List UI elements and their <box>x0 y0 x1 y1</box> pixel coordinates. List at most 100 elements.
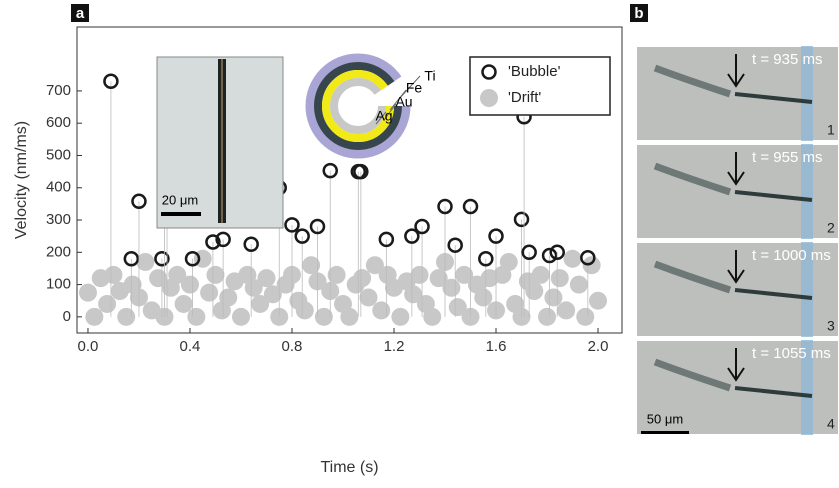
drift-point <box>327 265 346 284</box>
plot-frame <box>76 26 623 334</box>
panel-label-box <box>71 4 89 22</box>
frame-rod <box>734 190 813 202</box>
y-tick-label: 400 <box>46 179 71 196</box>
bubble-point <box>462 198 479 215</box>
y-tick-label: 500 <box>46 146 71 163</box>
drift-point <box>448 298 467 317</box>
frame-index: 3 <box>827 318 835 334</box>
drift-point <box>569 275 588 294</box>
drift-point <box>251 294 270 313</box>
drift-point <box>544 288 563 307</box>
y-tick-label: 600 <box>46 114 71 131</box>
bubble-point <box>478 251 494 267</box>
drift-point <box>442 278 461 297</box>
bubble-point <box>184 251 201 267</box>
drift-point <box>295 301 314 320</box>
frame-time: t = 955 ms <box>752 149 822 166</box>
x-tick-label: 1.6 <box>486 338 507 355</box>
plot <box>78 73 608 326</box>
frame-index: 4 <box>827 416 835 432</box>
frame-arrowhead <box>727 269 745 284</box>
drift-point <box>149 269 168 288</box>
frame-stripe <box>801 46 813 141</box>
frame-time: t = 1000 ms <box>752 247 831 264</box>
frame-rod <box>734 92 813 104</box>
frame-arrowhead <box>727 73 745 88</box>
bubble-point <box>131 193 147 210</box>
frames: t = 935 ms 1 t = 955 ms 2 t = 1000 ms 3 t = 10… <box>635 45 839 436</box>
bubble-point <box>580 250 596 266</box>
y-tick-label: 0 <box>63 308 71 325</box>
drift-point <box>365 256 384 275</box>
drift-point <box>263 285 282 304</box>
frame-scale-bar <box>641 431 689 434</box>
bubble-point <box>294 228 310 244</box>
x-axis-title: Time (s) <box>320 459 378 476</box>
drift-point <box>302 256 321 275</box>
bubble-point <box>378 231 395 248</box>
ring-diagram: Ti Fe Au Ag <box>305 53 436 159</box>
bubble-point <box>284 217 300 233</box>
drift-point <box>410 265 429 284</box>
bubble-point <box>447 237 463 253</box>
drift-point <box>525 282 544 301</box>
bubble-point <box>309 218 326 235</box>
bubble-point <box>205 234 221 250</box>
drift-point <box>455 265 474 284</box>
drift-point <box>404 285 423 304</box>
bubble-point <box>353 163 369 180</box>
legend-label: 'Drift' <box>508 89 541 106</box>
drift-point <box>231 307 250 326</box>
ring-label: Ag <box>375 108 392 124</box>
frame-stripe <box>801 144 813 239</box>
drift-point <box>104 265 123 284</box>
drift-point <box>353 269 372 288</box>
drift-point <box>187 307 206 326</box>
panel-label: a <box>76 5 85 22</box>
drift-point <box>180 275 199 294</box>
frame-arrowhead <box>727 367 745 382</box>
drift-point <box>244 278 263 297</box>
scale-label: 20 μm <box>162 192 198 207</box>
drift-point <box>78 283 97 302</box>
bubble-point <box>414 218 430 235</box>
bubble-point <box>521 244 537 261</box>
panel-label-box <box>630 4 648 22</box>
bubble-point <box>154 251 170 267</box>
frame-trail <box>653 260 732 294</box>
frame-index: 1 <box>827 122 835 138</box>
drift-point <box>576 307 595 326</box>
legend-label: 'Bubble' <box>508 63 561 80</box>
drift-point <box>550 269 569 288</box>
drift-point <box>117 307 136 326</box>
x-tick-label: 0.8 <box>282 338 303 355</box>
y-tick-label: 200 <box>46 243 71 260</box>
frame-time: t = 1055 ms <box>752 345 831 362</box>
frame-stripe <box>801 340 813 435</box>
drift-point <box>474 288 493 307</box>
ring-label: Ti <box>424 68 435 84</box>
drift-point <box>340 307 359 326</box>
frame-scale-label: 50 μm <box>647 411 683 426</box>
drift-point <box>538 307 557 326</box>
drift-point <box>423 307 442 326</box>
drift-point <box>174 294 193 313</box>
bubble-point <box>488 228 504 244</box>
drift-point <box>136 252 155 271</box>
leader <box>375 111 387 125</box>
drift-point <box>557 301 576 320</box>
drift-point <box>359 288 378 307</box>
frame-arrowhead <box>727 171 745 186</box>
bubble-point <box>322 162 338 179</box>
leader <box>389 89 407 111</box>
x-tick-label: 1.2 <box>384 338 405 355</box>
bubble-point <box>513 211 530 228</box>
frame-index: 2 <box>827 220 835 236</box>
x-tick-label: 0.4 <box>180 338 201 355</box>
bubble-point <box>549 244 565 261</box>
drift-point <box>372 301 391 320</box>
drift-point <box>429 269 448 288</box>
drift-point <box>563 249 582 268</box>
drift-point <box>589 291 608 310</box>
drift-point <box>391 307 410 326</box>
